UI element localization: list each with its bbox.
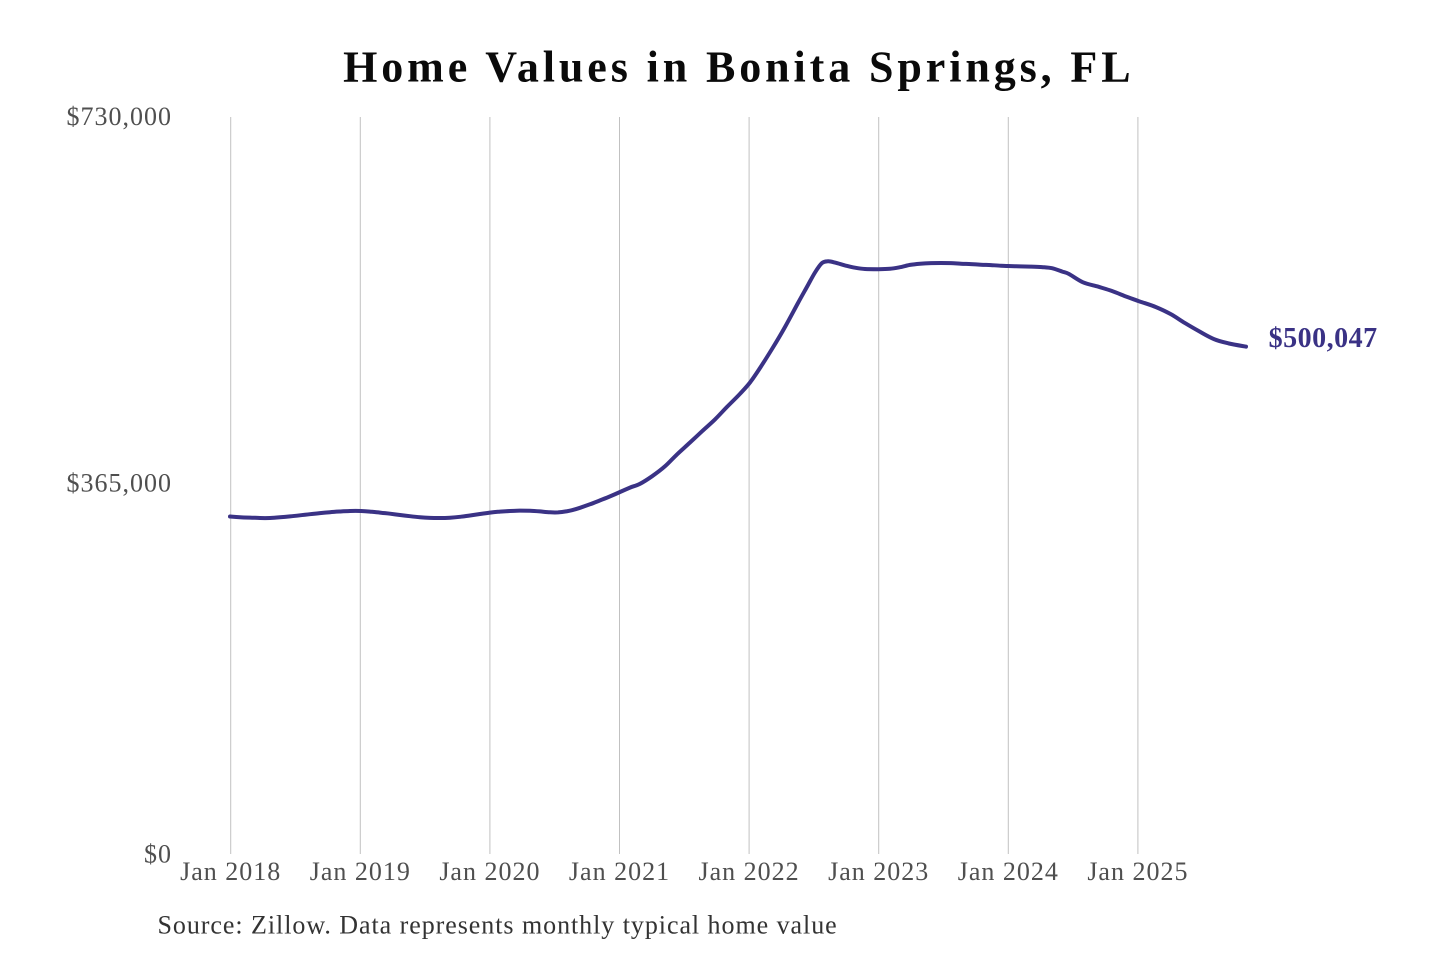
svg-text:Jan 2025: Jan 2025 (1087, 857, 1188, 886)
svg-text:$0: $0 (144, 840, 172, 869)
svg-text:Jan 2023: Jan 2023 (828, 857, 929, 886)
svg-text:Jan 2021: Jan 2021 (569, 857, 670, 886)
svg-text:Home Values in Bonita Springs,: Home Values in Bonita Springs, FL (343, 42, 1134, 91)
svg-text:$365,000: $365,000 (67, 469, 173, 498)
svg-text:Jan 2022: Jan 2022 (699, 857, 800, 886)
svg-text:Jan 2020: Jan 2020 (439, 857, 540, 886)
svg-text:Source: Zillow. Data represent: Source: Zillow. Data represents monthly … (158, 911, 838, 940)
svg-text:$500,047: $500,047 (1269, 323, 1378, 354)
svg-text:$730,000: $730,000 (67, 102, 173, 131)
svg-text:Jan 2019: Jan 2019 (310, 857, 411, 886)
svg-text:Jan 2024: Jan 2024 (958, 857, 1059, 886)
svg-text:Jan 2018: Jan 2018 (180, 857, 281, 886)
